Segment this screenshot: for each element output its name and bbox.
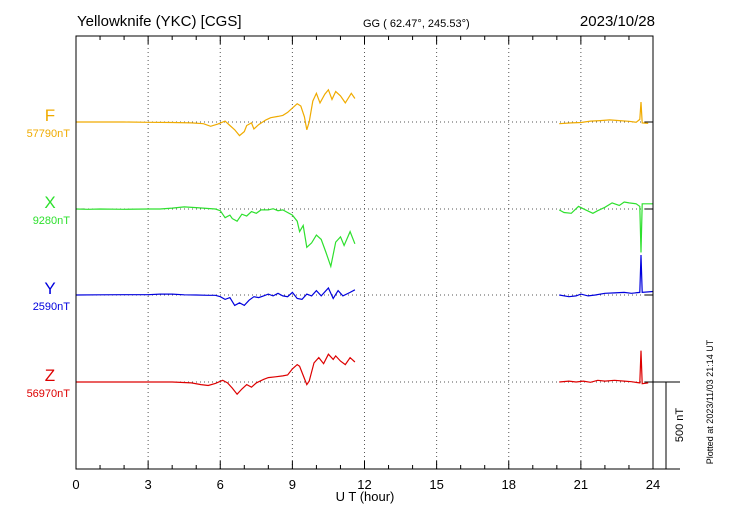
x-tick-label: 18 — [502, 477, 516, 492]
series-labels: F 57790nT X 9280nT Y 2590nT Z 56970nT — [27, 106, 71, 400]
series-y-line-late — [559, 254, 654, 298]
x-axis: 0 3 6 9 12 15 18 21 24 — [72, 36, 660, 492]
x-tick-label: 15 — [429, 477, 443, 492]
x-tick-label: 12 — [357, 477, 371, 492]
series-layer — [75, 88, 654, 396]
plot-frame — [75, 35, 654, 470]
series-f-name: F — [45, 106, 55, 125]
series-z-line — [76, 353, 356, 396]
x-tick-label: 24 — [646, 477, 660, 492]
series-f-baseline: 57790nT — [27, 128, 71, 140]
series-x-name: X — [44, 193, 55, 212]
series-x-line-late — [558, 201, 653, 253]
station-coords: GG ( 62.47°, 245.53°) — [363, 18, 470, 30]
series-x-line — [75, 206, 356, 269]
chart-date: 2023/10/28 — [580, 13, 655, 30]
x-tick-label: 0 — [72, 477, 79, 492]
station-title: Yellowknife (YKC) [CGS] — [77, 13, 242, 30]
series-z-name: Z — [45, 366, 55, 385]
series-y-name: Y — [44, 279, 55, 298]
series-z-baseline: 56970nT — [27, 388, 71, 400]
series-f-line — [76, 88, 356, 137]
x-axis-label: U T (hour) — [336, 489, 395, 504]
x-tick-label: 6 — [217, 477, 224, 492]
series-f-line-late — [559, 101, 649, 125]
series-y-line — [75, 286, 356, 307]
series-x-baseline: 9280nT — [33, 215, 71, 227]
plotted-at-note: Plotted at 2023/11/03 21:14 UT — [705, 339, 715, 464]
series-y-baseline: 2590nT — [33, 301, 71, 313]
scale-bar-label: 500 nT — [674, 408, 686, 443]
x-tick-label: 3 — [145, 477, 152, 492]
scale-bar: 500 nT — [653, 381, 686, 470]
series-z-line-late — [559, 350, 649, 385]
x-tick-label: 9 — [289, 477, 296, 492]
x-tick-label: 21 — [574, 477, 588, 492]
